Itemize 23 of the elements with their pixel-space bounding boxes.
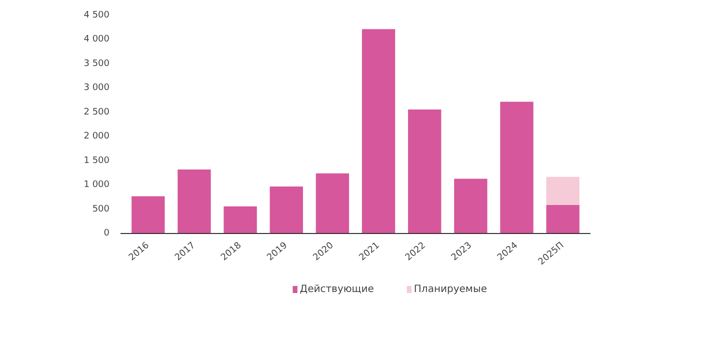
bar	[270, 186, 303, 234]
y-tick-label: 1 000	[84, 180, 110, 190]
bar	[178, 170, 211, 234]
y-tick-label: 3 500	[84, 58, 110, 69]
y-tick-label: 2 500	[84, 107, 110, 118]
bar	[546, 176, 580, 205]
legend-label: Планируемые	[414, 284, 488, 295]
bar	[408, 109, 442, 234]
y-tick-label: 1 500	[84, 156, 110, 166]
bar	[454, 178, 488, 234]
bar	[362, 29, 396, 234]
y-tick-label: 3 000	[84, 83, 110, 94]
y-tick-label: 2 000	[84, 132, 110, 142]
bar	[500, 102, 534, 234]
legend-label: Действующие	[300, 284, 374, 295]
bar	[224, 206, 257, 234]
y-tick-label: 4 500	[84, 10, 110, 20]
bar	[546, 204, 580, 234]
bar	[132, 196, 165, 234]
y-tick-label: 4 000	[84, 34, 110, 45]
y-tick-label: 0	[104, 228, 110, 238]
bar	[316, 173, 350, 234]
y-tick-label: 500	[92, 204, 110, 214]
